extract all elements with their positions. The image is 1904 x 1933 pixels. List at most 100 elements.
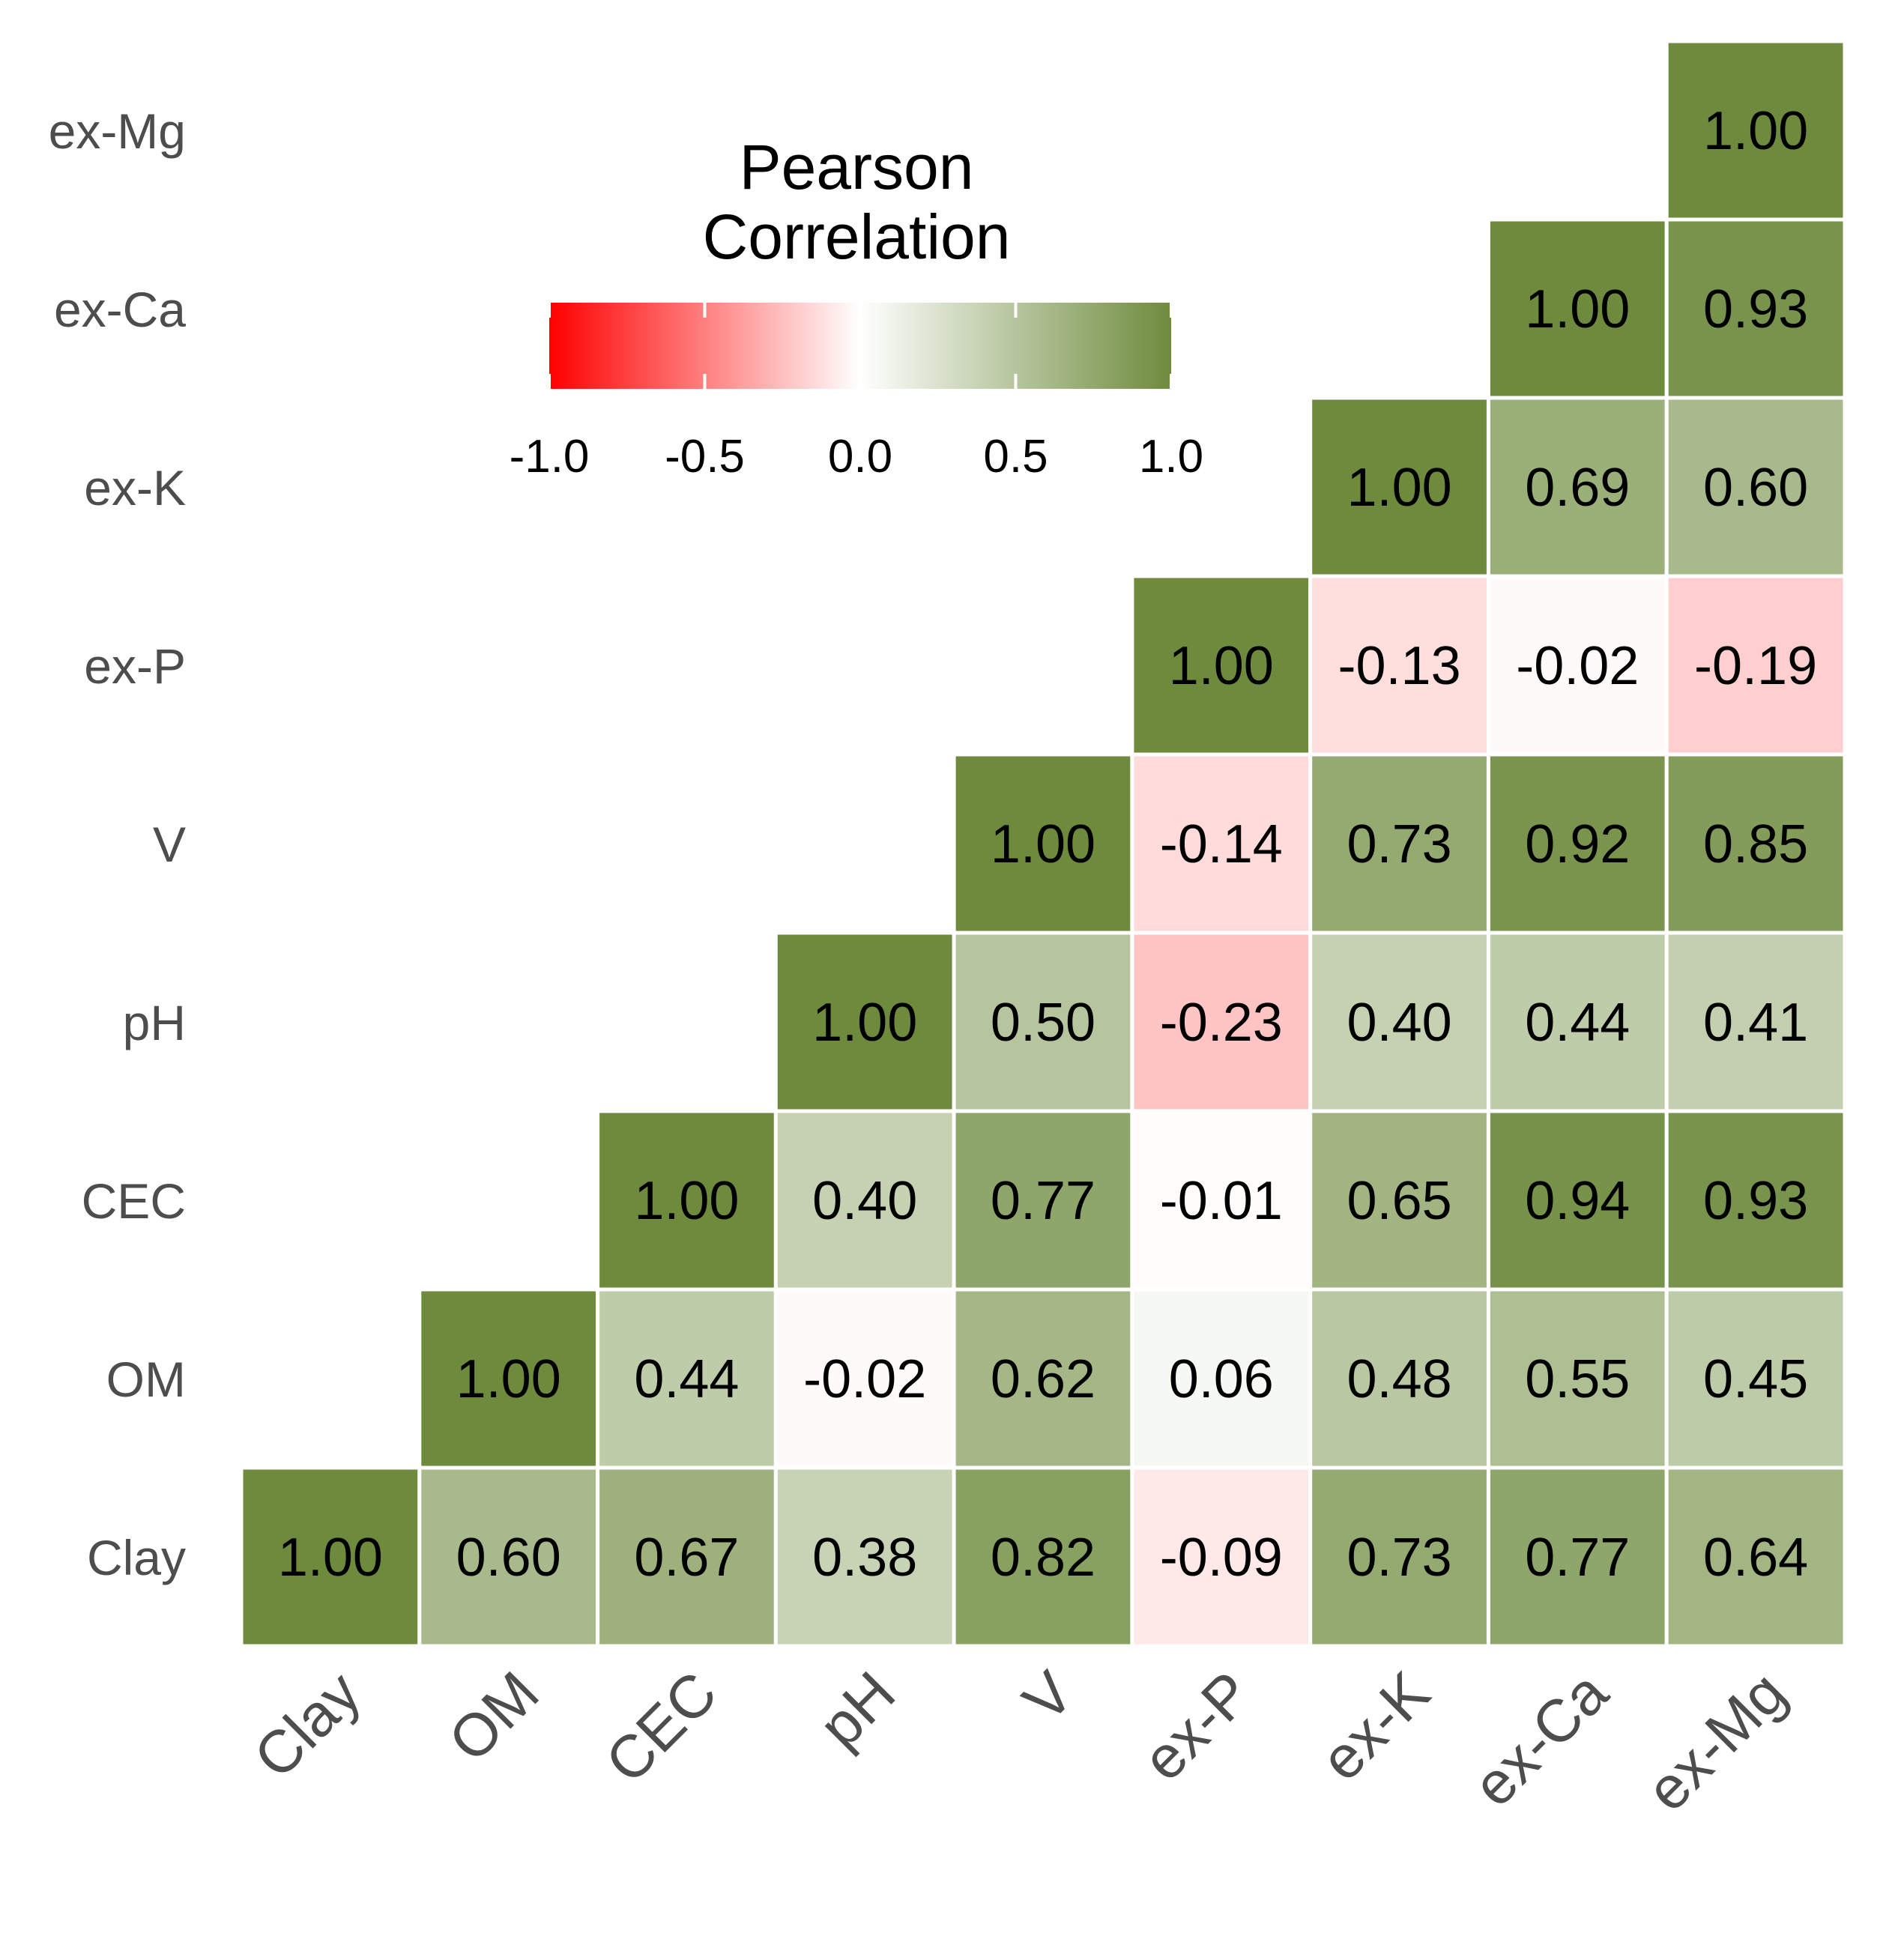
cell-value-ex-ca-v: 0.92 [1525,814,1630,874]
legend-ticks: -1.0 -0.5 0.0 0.5 1.0 [510,303,1203,483]
cell-value-ex-mg-ex-k: 0.60 [1703,458,1808,518]
heatmap-cell-ex-ca-cec [1486,1109,1669,1292]
cell-value-ex-mg-ex-ca: 0.93 [1703,279,1808,339]
heatmap-cell-values: 1.00 0.60 0.67 0.38 0.82 -0.09 0.73 0.77 0.64 1.0… [278,101,1817,1588]
cell-value-ex-mg-v: 0.85 [1703,814,1808,874]
heatmap-cell-ex-mg-v [1664,752,1847,935]
cell-value-ph-cec: 0.40 [812,1171,917,1231]
heatmap-cell-ex-mg-ex-mg [1664,39,1847,222]
heatmap-cell-ph-om [773,1287,956,1470]
cell-value-ex-ca-ex-ca: 1.00 [1525,279,1630,339]
heatmap-cell-ex-k-ex-k [1308,396,1490,578]
cell-value-ex-ca-om: 0.55 [1525,1349,1630,1409]
heatmap-cell-v-cec [952,1109,1134,1292]
x-tick-label-ex-p: ex-P [1130,1659,1264,1793]
x-tick-label-clay: Clay [241,1659,373,1791]
heatmap-cell-v-clay [952,1465,1134,1648]
heatmap-cell-ex-mg-ph [1664,931,1847,1113]
color-legend: Pearson Correlation -1.0 -0.5 0.0 0.5 1.0 [510,132,1204,483]
cell-value-ex-ca-ex-k: 0.69 [1525,458,1630,518]
heatmap-cell-ex-p-ex-p [1130,574,1313,757]
cell-value-v-ph: 0.50 [991,993,1095,1053]
cell-value-ex-p-cec: -0.01 [1160,1171,1283,1231]
cell-value-ex-k-clay: 0.73 [1347,1528,1452,1588]
cell-value-ex-mg-cec: 0.93 [1703,1171,1808,1231]
heatmap-cell-v-v [952,752,1134,935]
legend-tick-label: 0.5 [983,431,1048,483]
cell-value-v-v: 1.00 [991,814,1095,874]
legend-title-line-1: Pearson [740,132,974,202]
heatmap-cell-clay-clay [239,1465,422,1648]
y-tick-label-om: OM [106,1352,186,1407]
heatmap-cell-ph-cec [773,1109,956,1292]
cell-value-om-clay: 0.60 [456,1528,561,1588]
legend-title-line-2: Correlation [703,202,1011,272]
cell-value-ex-ca-clay: 0.77 [1525,1528,1630,1588]
cell-value-ex-k-cec: 0.65 [1347,1171,1452,1231]
heatmap-cell-ex-k-ph [1308,931,1490,1113]
x-tick-label-ph: pH [806,1659,907,1760]
cell-value-ex-k-ex-p: -0.13 [1338,636,1461,696]
cell-value-ex-k-ph: 0.40 [1347,993,1452,1053]
legend-tick-label: -0.5 [665,431,745,483]
heatmap-cell-ex-p-clay [1130,1465,1313,1648]
cell-value-ph-om: -0.02 [803,1349,926,1409]
heatmap-cell-ex-ca-v [1486,752,1669,935]
cell-value-ex-k-ex-k: 1.00 [1347,458,1452,518]
heatmap-cell-om-om [417,1287,600,1470]
x-tick-label-ex-mg: ex-Mg [1633,1659,1798,1824]
x-tick-label-om: OM [436,1659,551,1774]
heatmap-cell-cec-cec [596,1109,778,1292]
y-tick-label-clay: Clay [87,1530,186,1585]
cell-value-v-cec: 0.77 [991,1171,1095,1231]
x-tick-label-cec: CEC [593,1659,729,1795]
heatmap-cell-om-clay [417,1465,600,1648]
cell-value-ex-k-v: 0.73 [1347,814,1452,874]
heatmap-cell-ex-mg-clay [1664,1465,1847,1648]
heatmap-cell-ex-p-cec [1130,1109,1313,1292]
x-tick-label-ex-ca: ex-Ca [1460,1659,1620,1819]
heatmap-cell-ex-ca-clay [1486,1465,1669,1648]
cell-value-ph-ph: 1.00 [812,993,917,1053]
heatmap-cell-ex-k-clay [1308,1465,1490,1648]
cell-value-ex-mg-om: 0.45 [1703,1349,1808,1409]
y-tick-label-ph: pH [123,995,186,1050]
cell-value-ex-p-om: 0.06 [1169,1349,1274,1409]
cell-value-cec-clay: 0.67 [634,1528,739,1588]
y-tick-label-cec: CEC [82,1173,186,1229]
x-tick-label-ex-k: ex-K [1308,1659,1442,1793]
y-tick-label-ex-mg: ex-Mg [49,103,186,159]
cell-value-ex-ca-ph: 0.44 [1525,993,1630,1053]
cell-value-ex-ca-cec: 0.94 [1525,1171,1630,1231]
cell-value-ph-clay: 0.38 [812,1528,917,1588]
heatmap-cell-v-om [952,1287,1134,1470]
y-tick-label-ex-k: ex-K [84,460,186,515]
cell-value-cec-om: 0.44 [634,1349,739,1409]
cell-value-ex-k-om: 0.48 [1347,1349,1452,1409]
heatmap-cell-ex-ca-ex-p [1486,574,1669,757]
heatmap-cell-ex-ca-om [1486,1287,1669,1470]
heatmap-cell-ex-mg-cec [1664,1109,1847,1292]
cell-value-cec-cec: 1.00 [634,1171,739,1231]
legend-tick-label: -1.0 [510,431,590,483]
heatmap-cell-ex-ca-ex-k [1486,396,1669,578]
cell-value-om-om: 1.00 [456,1349,561,1409]
legend-tick-label: 1.0 [1139,431,1203,483]
cell-value-ex-p-v: -0.14 [1160,814,1283,874]
cell-value-ex-mg-clay: 0.64 [1703,1528,1808,1588]
cell-value-ex-mg-ph: 0.41 [1703,993,1808,1053]
cell-value-ex-ca-ex-p: -0.02 [1516,636,1639,696]
y-tick-label-v: V [153,817,186,872]
cell-value-ex-p-clay: -0.09 [1160,1528,1283,1588]
y-tick-label-ex-ca: ex-Ca [54,282,186,337]
heatmap-cell-ex-mg-om [1664,1287,1847,1470]
heatmap-cells [239,39,1847,1648]
y-tick-label-ex-p: ex-P [84,638,186,694]
cell-value-ex-mg-ex-mg: 1.00 [1703,101,1808,161]
heatmap-cell-ex-ca-ph [1486,931,1669,1113]
heatmap-cell-ex-p-ph [1130,931,1313,1113]
cell-value-clay-clay: 1.00 [278,1528,383,1588]
cell-value-ex-p-ph: -0.23 [1160,993,1283,1053]
